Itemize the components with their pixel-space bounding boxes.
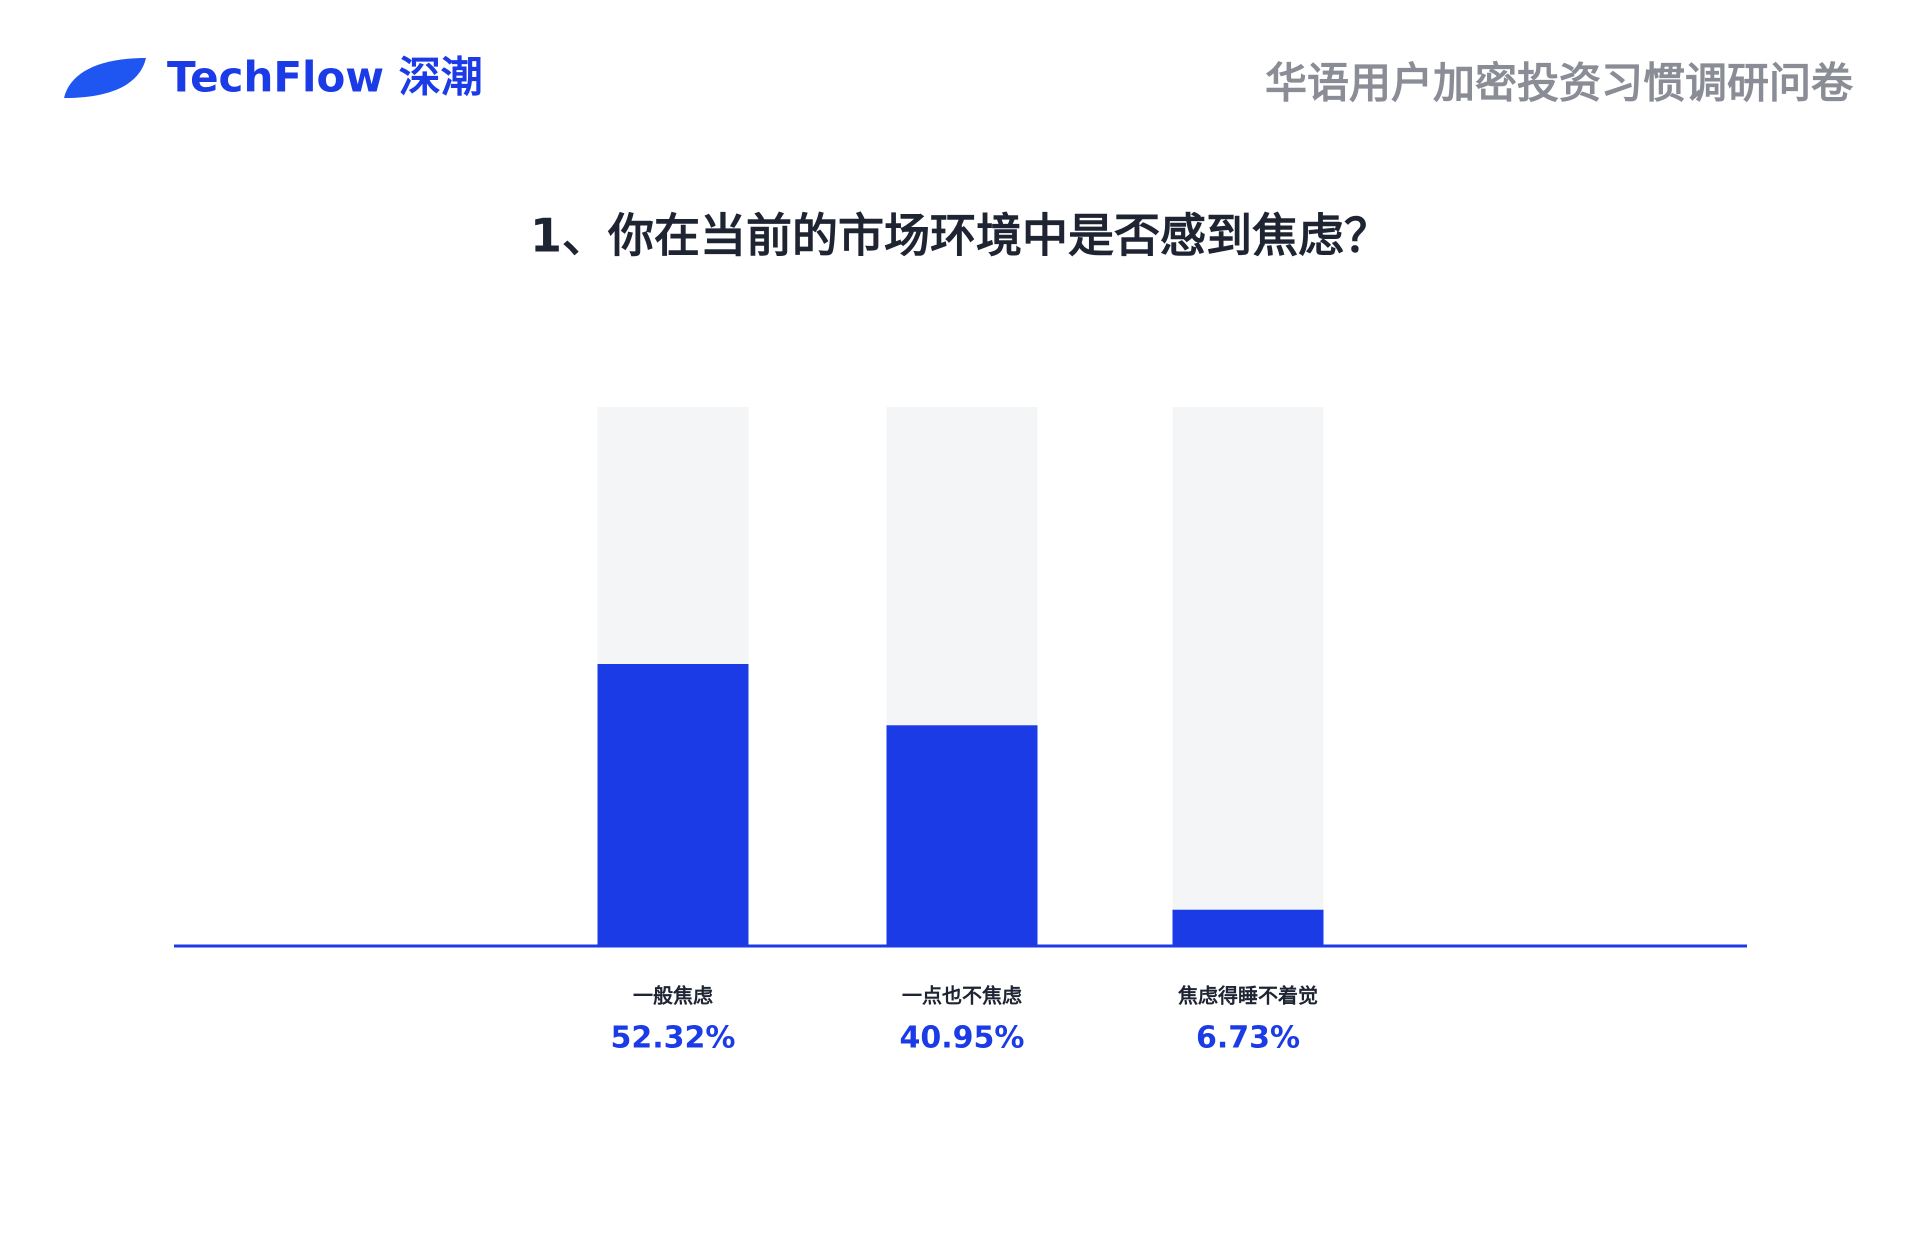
bar-track xyxy=(1172,407,1324,946)
x-tick-label: 焦虑得睡不着觉 xyxy=(1178,984,1318,1008)
value-label: 52.32% xyxy=(611,1021,736,1056)
bar xyxy=(886,725,1038,946)
x-tick-label: 一点也不焦虑 xyxy=(902,984,1022,1008)
x-tick-label: 一般焦虑 xyxy=(633,984,713,1008)
chart-title: 1、你在当前的市场环境中是否感到焦虑？ xyxy=(530,209,1390,263)
value-label: 6.73% xyxy=(1196,1021,1300,1056)
value-label: 40.95% xyxy=(900,1021,1025,1056)
bar xyxy=(597,663,749,946)
report-title: 华语用户加密投资习惯调研问卷 xyxy=(1265,59,1854,108)
bar xyxy=(1172,909,1324,946)
logo-icon xyxy=(64,58,146,98)
logo-text: TechFlow 深潮 xyxy=(167,53,483,102)
